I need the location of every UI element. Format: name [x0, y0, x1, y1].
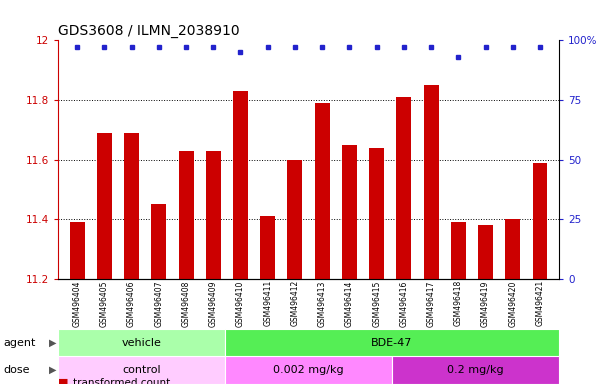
Bar	[287, 160, 302, 279]
Bar	[342, 145, 357, 279]
Bar	[152, 204, 166, 279]
Text: 0.002 mg/kg: 0.002 mg/kg	[273, 365, 344, 375]
Bar	[478, 225, 493, 279]
Bar	[70, 222, 84, 279]
Bar	[369, 147, 384, 279]
Text: ■: ■	[58, 378, 68, 384]
Bar	[178, 151, 194, 279]
Bar	[225, 356, 392, 384]
Bar	[233, 91, 248, 279]
Text: ▶: ▶	[49, 338, 56, 348]
Text: dose: dose	[3, 365, 29, 375]
Bar	[260, 216, 275, 279]
Bar	[225, 329, 559, 356]
Bar	[58, 356, 225, 384]
Text: transformed count: transformed count	[73, 378, 170, 384]
Text: 0.2 mg/kg: 0.2 mg/kg	[447, 365, 504, 375]
Bar	[97, 133, 112, 279]
Bar	[58, 329, 225, 356]
Bar	[505, 219, 520, 279]
Bar	[124, 133, 139, 279]
Bar	[206, 151, 221, 279]
Bar	[392, 356, 559, 384]
Text: control: control	[122, 365, 161, 375]
Bar	[451, 222, 466, 279]
Bar	[423, 85, 439, 279]
Text: BDE-47: BDE-47	[371, 338, 413, 348]
Text: ▶: ▶	[49, 365, 56, 375]
Bar	[533, 162, 547, 279]
Bar	[397, 97, 411, 279]
Bar	[315, 103, 330, 279]
Text: GDS3608 / ILMN_2038910: GDS3608 / ILMN_2038910	[58, 25, 240, 38]
Text: agent: agent	[3, 338, 35, 348]
Text: vehicle: vehicle	[122, 338, 161, 348]
